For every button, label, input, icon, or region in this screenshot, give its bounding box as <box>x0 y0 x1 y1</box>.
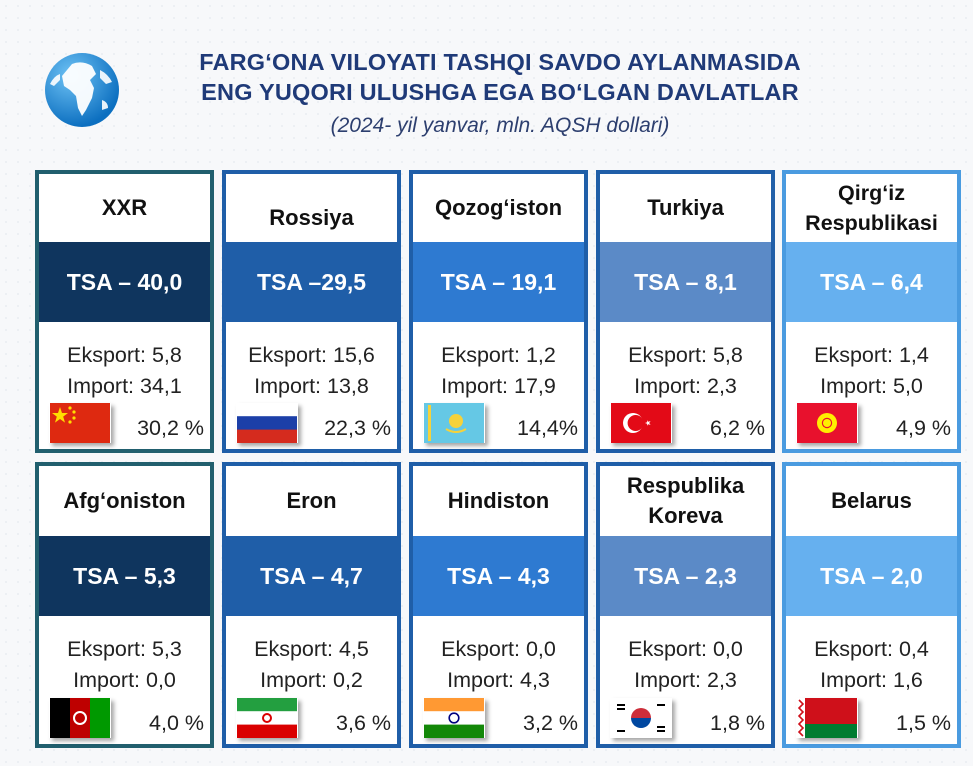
tsa-value: TSA – 40,0 <box>39 242 210 322</box>
country-card-qozogiston: Qozog‘iston TSA – 19,1 Eksport: 1,2 Impo… <box>409 170 588 453</box>
tsa-value: TSA – 4,7 <box>226 536 397 616</box>
share-percent: 3,6 % <box>336 711 391 735</box>
country-card-xxr: XXR TSA – 40,0 Eksport: 5,8 Import: 34,1… <box>35 170 214 453</box>
tsa-value: TSA – 5,3 <box>39 536 210 616</box>
share-percent: 3,2 % <box>523 711 578 735</box>
export-value: Eksport: 1,2 <box>441 343 556 367</box>
page-title: FARG‘ONA VILOYATI TASHQI SAVDO AYLANMASI… <box>140 47 860 107</box>
country-card-belarus: Belarus TSA – 2,0 Eksport: 0,4 Import: 1… <box>782 462 961 748</box>
afghanistan-flag-icon <box>50 698 110 738</box>
china-flag-icon <box>50 403 110 443</box>
russia-flag-icon <box>237 403 297 443</box>
country-name: Qirg‘iz Respublikasi <box>786 174 957 242</box>
share-percent: 4,0 % <box>149 711 204 735</box>
export-value: Eksport: 0,4 <box>814 637 929 661</box>
share-percent: 22,3 % <box>324 416 391 440</box>
import-value: Import: 17,9 <box>441 374 556 398</box>
country-name: Respublika Koreva <box>600 466 771 536</box>
country-name: Hindiston <box>413 466 584 536</box>
south-korea-flag-icon <box>611 698 671 738</box>
share-percent: 6,2 % <box>710 416 765 440</box>
share-percent: 14,4% <box>517 416 578 440</box>
export-value: Eksport: 15,6 <box>248 343 375 367</box>
country-card-afgoniston: Afg‘oniston TSA – 5,3 Eksport: 5,3 Impor… <box>35 462 214 748</box>
country-card-koreva: Respublika Koreva TSA – 2,3 Eksport: 0,0… <box>596 462 775 748</box>
export-value: Eksport: 4,5 <box>254 637 369 661</box>
country-card-hindiston: Hindiston TSA – 4,3 Eksport: 0,0 Import:… <box>409 462 588 748</box>
country-name: Qozog‘iston <box>413 174 584 242</box>
title-line-2: ENG YUQORI ULUSHGA EGA BO‘LGAN DAVLATLAR <box>201 79 799 105</box>
tsa-value: TSA – 2,0 <box>786 536 957 616</box>
country-name: XXR <box>39 174 210 242</box>
import-value: Import: 2,3 <box>634 374 737 398</box>
export-value: Eksport: 0,0 <box>441 637 556 661</box>
import-value: Import: 34,1 <box>67 374 182 398</box>
turkey-flag-icon <box>611 403 671 443</box>
export-value: Eksport: 5,8 <box>628 343 743 367</box>
share-percent: 30,2 % <box>137 416 204 440</box>
page-subtitle: (2024- yil yanvar, mln. AQSH dollari) <box>330 114 670 137</box>
country-name: Rossiya <box>226 174 397 242</box>
tsa-value: TSA – 6,4 <box>786 242 957 322</box>
export-value: Eksport: 0,0 <box>628 637 743 661</box>
import-value: Import: 0,0 <box>73 668 176 692</box>
kyrgyzstan-flag-icon <box>797 403 857 443</box>
export-value: Eksport: 1,4 <box>814 343 929 367</box>
country-name: Eron <box>226 466 397 536</box>
import-value: Import: 13,8 <box>254 374 369 398</box>
import-value: Import: 0,2 <box>260 668 363 692</box>
country-name: Afg‘oniston <box>39 466 210 536</box>
kazakhstan-flag-icon <box>424 403 484 443</box>
country-card-eron: Eron TSA – 4,7 Eksport: 4,5 Import: 0,2 … <box>222 462 401 748</box>
tsa-value: TSA – 4,3 <box>413 536 584 616</box>
country-card-turkiya: Turkiya TSA – 8,1 Eksport: 5,8 Import: 2… <box>596 170 775 453</box>
country-name: Turkiya <box>600 174 771 242</box>
share-percent: 4,9 % <box>896 416 951 440</box>
export-value: Eksport: 5,3 <box>67 637 182 661</box>
import-value: Import: 5,0 <box>820 374 923 398</box>
import-value: Import: 1,6 <box>820 668 923 692</box>
india-flag-icon <box>424 698 484 738</box>
export-value: Eksport: 5,8 <box>67 343 182 367</box>
title-line-1: FARG‘ONA VILOYATI TASHQI SAVDO AYLANMASI… <box>199 49 801 75</box>
share-percent: 1,8 % <box>710 711 765 735</box>
globe-icon <box>45 53 119 127</box>
tsa-value: TSA –29,5 <box>226 242 397 322</box>
country-name: Belarus <box>786 466 957 536</box>
country-card-qirgiz: Qirg‘iz Respublikasi TSA – 6,4 Eksport: … <box>782 170 961 453</box>
share-percent: 1,5 % <box>896 711 951 735</box>
country-card-rossiya: Rossiya TSA –29,5 Eksport: 15,6 Import: … <box>222 170 401 453</box>
import-value: Import: 2,3 <box>634 668 737 692</box>
belarus-flag-icon <box>797 698 857 738</box>
tsa-value: TSA – 2,3 <box>600 536 771 616</box>
iran-flag-icon <box>237 698 297 738</box>
tsa-value: TSA – 19,1 <box>413 242 584 322</box>
import-value: Import: 4,3 <box>447 668 550 692</box>
tsa-value: TSA – 8,1 <box>600 242 771 322</box>
